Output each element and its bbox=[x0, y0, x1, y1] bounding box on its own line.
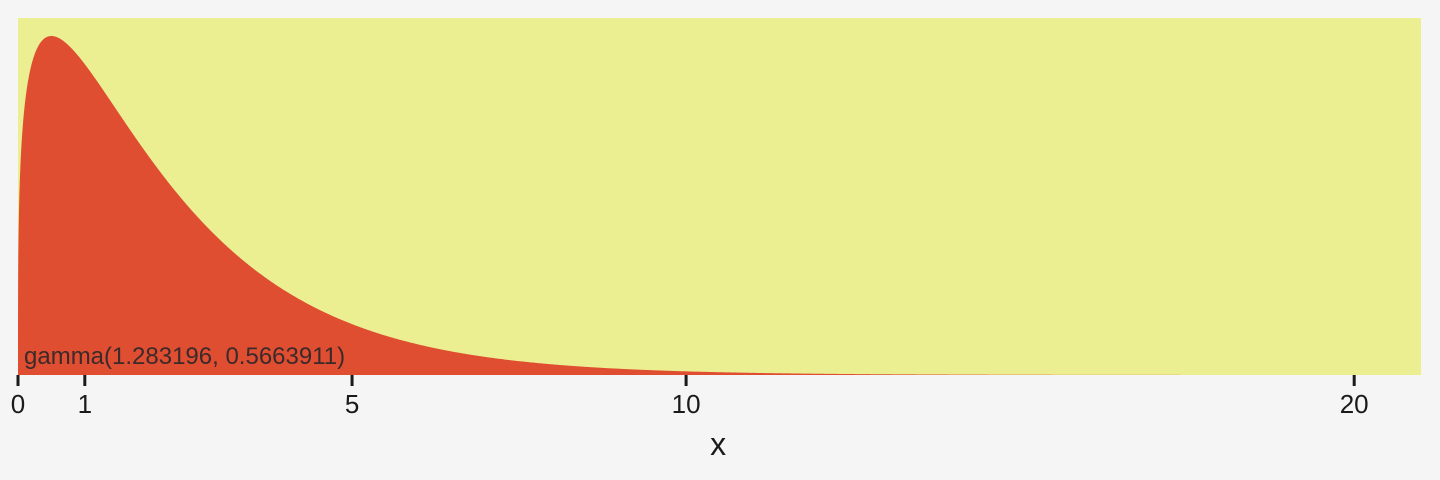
x-axis-title: x bbox=[710, 426, 726, 462]
x-tick-label: 20 bbox=[1340, 389, 1369, 419]
x-tick-label: 5 bbox=[345, 389, 359, 419]
x-tick-label: 0 bbox=[11, 389, 25, 419]
distribution-label: gamma(1.283196, 0.5663911) bbox=[24, 343, 345, 370]
x-tick-label: 10 bbox=[672, 389, 701, 419]
x-tick-label: 1 bbox=[78, 389, 92, 419]
density-area bbox=[18, 36, 1421, 375]
x-axis-ticks: 0 1 5 10 20 bbox=[11, 375, 1369, 419]
